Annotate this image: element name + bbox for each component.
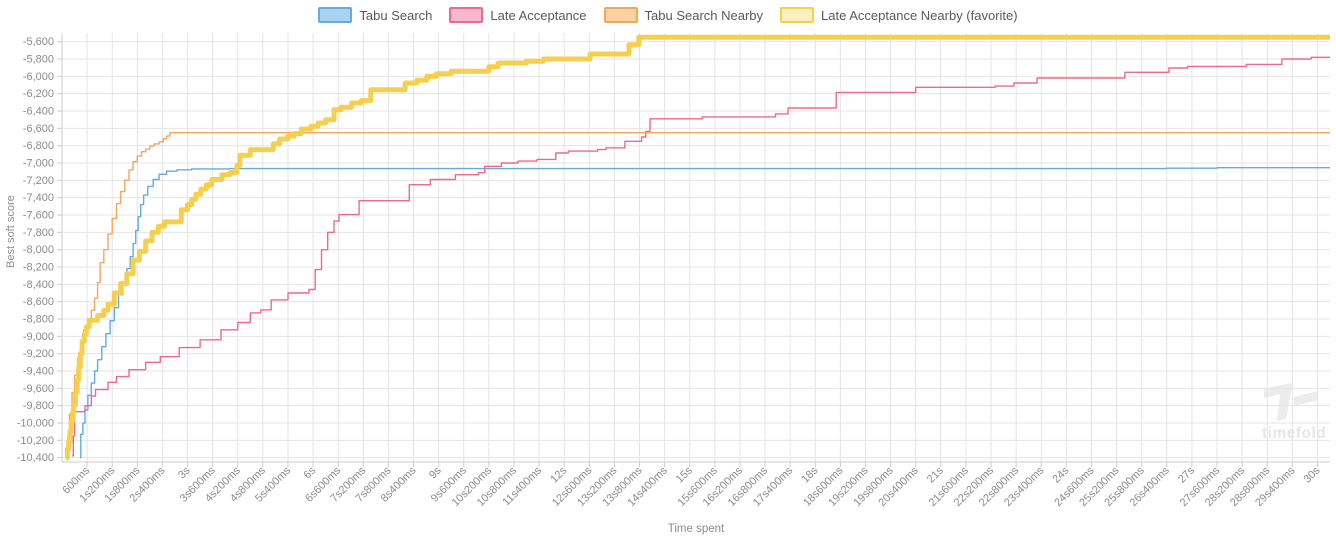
y-tick-label: -6,000 (23, 71, 54, 83)
x-tick-label: 9s (427, 464, 444, 481)
legend-item-tabu-search[interactable]: Tabu Search (318, 7, 432, 23)
legend-swatch-late-acceptance (449, 7, 484, 23)
series-line-tabu-search[interactable] (80, 167, 1330, 459)
series-line-late-acceptance-nearby-favorite[interactable] (64, 34, 1330, 461)
x-tick-label: 30s (1302, 464, 1323, 485)
x-tick-label: 21s (925, 464, 946, 485)
y-tick-label: -8,400 (23, 279, 54, 291)
y-tick-label: -9,000 (23, 331, 54, 343)
chart-legend: Tabu Search Late Acceptance Tabu Search Ne… (0, 7, 1336, 23)
gridlines (62, 33, 1330, 462)
series-line-late-acceptance[interactable] (72, 56, 1330, 457)
y-tick-label: -5,800 (23, 54, 54, 66)
y-tick-label: -9,600 (23, 383, 54, 395)
y-tick-label: -7,800 (23, 227, 54, 239)
x-axis-title: Time spent (667, 523, 725, 535)
legend-item-late-acceptance[interactable]: Late Acceptance (449, 7, 587, 23)
series-line-tabu-search-nearby[interactable] (66, 132, 1330, 459)
watermark-text: timefold (1262, 425, 1326, 442)
y-tick-label: -6,800 (23, 140, 54, 152)
y-tick-label: -5,600 (23, 36, 54, 48)
y-tick-labels: -5,600 -5,800 -6,000 -6,200 -6,400 -6,600 -6,8… (17, 36, 54, 464)
y-axis-title: Best soft score (5, 195, 17, 268)
y-tick-label: -8,800 (23, 314, 54, 326)
y-tick-label: -6,600 (23, 123, 54, 135)
y-tick-label: -7,000 (23, 158, 54, 170)
legend-item-tabu-search-nearby[interactable]: Tabu Search Nearby (603, 7, 764, 23)
y-tick-label: -9,400 (23, 366, 54, 378)
axes (57, 33, 1330, 467)
x-tick-label: 27s (1176, 464, 1197, 485)
y-tick-label: -10,400 (17, 452, 54, 464)
legend-label-late-acceptance: Late Acceptance (490, 7, 587, 23)
legend-swatch-tabu-search (318, 7, 353, 23)
legend-label-late-acceptance-nearby-favorite: Late Acceptance Nearby (favorite) (821, 7, 1018, 23)
timefold-watermark: timefold (1262, 383, 1326, 442)
y-tick-label: -10,200 (17, 435, 54, 447)
x-tick-label: 6s (302, 464, 319, 481)
y-tick-label: -7,600 (23, 210, 54, 222)
x-tick-label: 15s (674, 464, 695, 485)
x-tick-label: 3s (176, 464, 193, 481)
y-tick-label: -7,200 (23, 175, 54, 187)
x-tick-label: 12s (548, 464, 569, 485)
legend-swatch-tabu-search-nearby (603, 7, 638, 23)
y-tick-label: -10,000 (17, 418, 54, 430)
legend-swatch-late-acceptance-nearby-favorite (780, 7, 815, 23)
legend-label-tabu-search: Tabu Search (359, 7, 433, 23)
y-tick-label: -9,800 (23, 400, 54, 412)
y-tick-label: -8,600 (23, 296, 54, 308)
y-tick-label: -6,400 (23, 106, 54, 118)
y-tick-label: -8,000 (23, 244, 54, 256)
y-tick-label: -6,200 (23, 88, 54, 100)
legend-item-late-acceptance-nearby-favorite[interactable]: Late Acceptance Nearby (favorite) (780, 7, 1018, 23)
y-tick-label: -8,200 (23, 262, 54, 274)
x-tick-label: 18s (799, 464, 820, 485)
y-tick-label: -7,400 (23, 192, 54, 204)
y-tick-label: -9,200 (23, 348, 54, 360)
legend-label-tabu-search-nearby: Tabu Search Nearby (644, 7, 764, 23)
x-tick-label: 24s (1050, 464, 1071, 485)
